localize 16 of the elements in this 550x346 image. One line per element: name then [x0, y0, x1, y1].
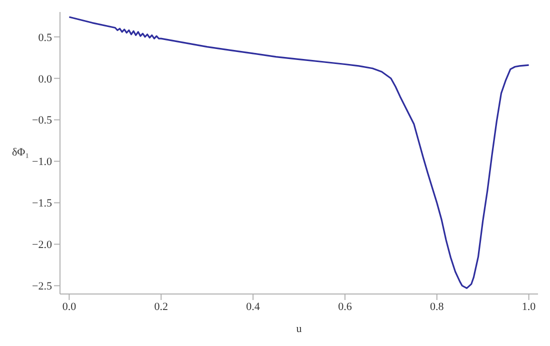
x-tick-label: 0.4 — [246, 300, 260, 313]
x-tick-label: 1.0 — [522, 300, 536, 313]
x-tick-label: 0.8 — [430, 300, 444, 313]
y-tick-label: −2.0 — [32, 239, 52, 252]
y-tick-label: −0.5 — [32, 114, 52, 127]
y-tick-label: −2.5 — [32, 280, 52, 293]
y-tick-label: 0.0 — [38, 73, 52, 86]
y-tick-label: −1.0 — [32, 156, 52, 168]
y-axis-title: δΦ₁ — [12, 146, 30, 159]
x-tick-label: 0.2 — [154, 300, 168, 313]
x-axis-title: u — [296, 323, 302, 335]
y-tick-label: −1.5 — [32, 198, 52, 210]
x-tick-label: 0.6 — [338, 300, 352, 313]
x-tick-label: 0.0 — [62, 300, 77, 313]
line-series — [68, 16, 530, 289]
y-tick-label: 0.5 — [38, 32, 52, 44]
